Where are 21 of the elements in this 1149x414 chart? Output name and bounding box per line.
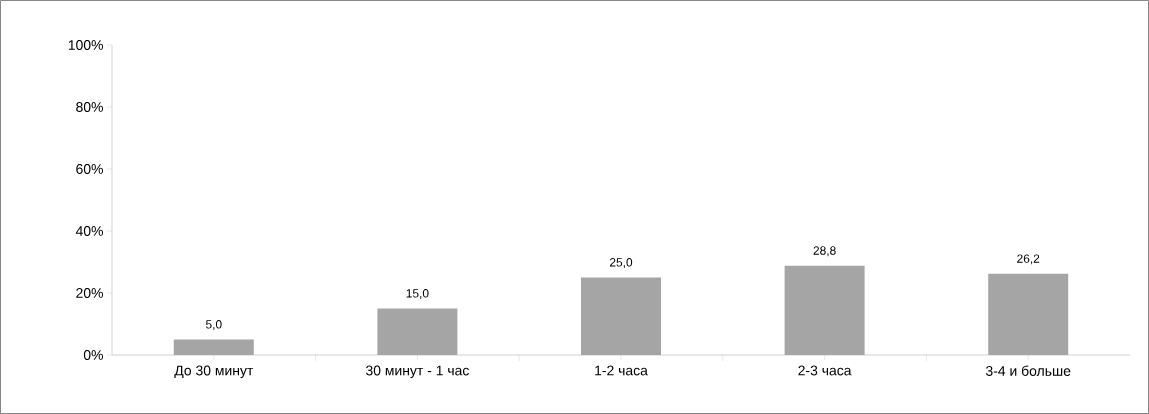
bar	[581, 277, 661, 355]
x-tick-label: 3-4 и больше	[985, 365, 1071, 376]
bar	[173, 339, 254, 355]
data-label: 26,2	[1017, 254, 1040, 265]
x-tick-label: 1-2 часа	[595, 365, 648, 376]
y-tick-label: 20%	[76, 288, 103, 298]
y-tick-label: 100%	[68, 40, 103, 50]
x-tick-label: До 30 минут	[174, 365, 254, 379]
bar	[784, 265, 865, 355]
data-label: 15,0	[406, 289, 429, 299]
x-tick-label: 30 минут - 1 час	[366, 365, 469, 379]
y-tick-label: 40%	[75, 226, 103, 236]
data-label: 5,0	[205, 320, 222, 330]
bar	[988, 273, 1069, 355]
x-tick-label: 2-3 часа	[798, 365, 852, 376]
y-tick-label: 80%	[76, 102, 103, 112]
data-label: 28,8	[813, 246, 836, 257]
data-label: 25,0	[609, 258, 633, 268]
bar	[377, 308, 458, 355]
y-tick-label: 60%	[76, 164, 103, 174]
y-tick-label: 0%	[83, 350, 103, 360]
